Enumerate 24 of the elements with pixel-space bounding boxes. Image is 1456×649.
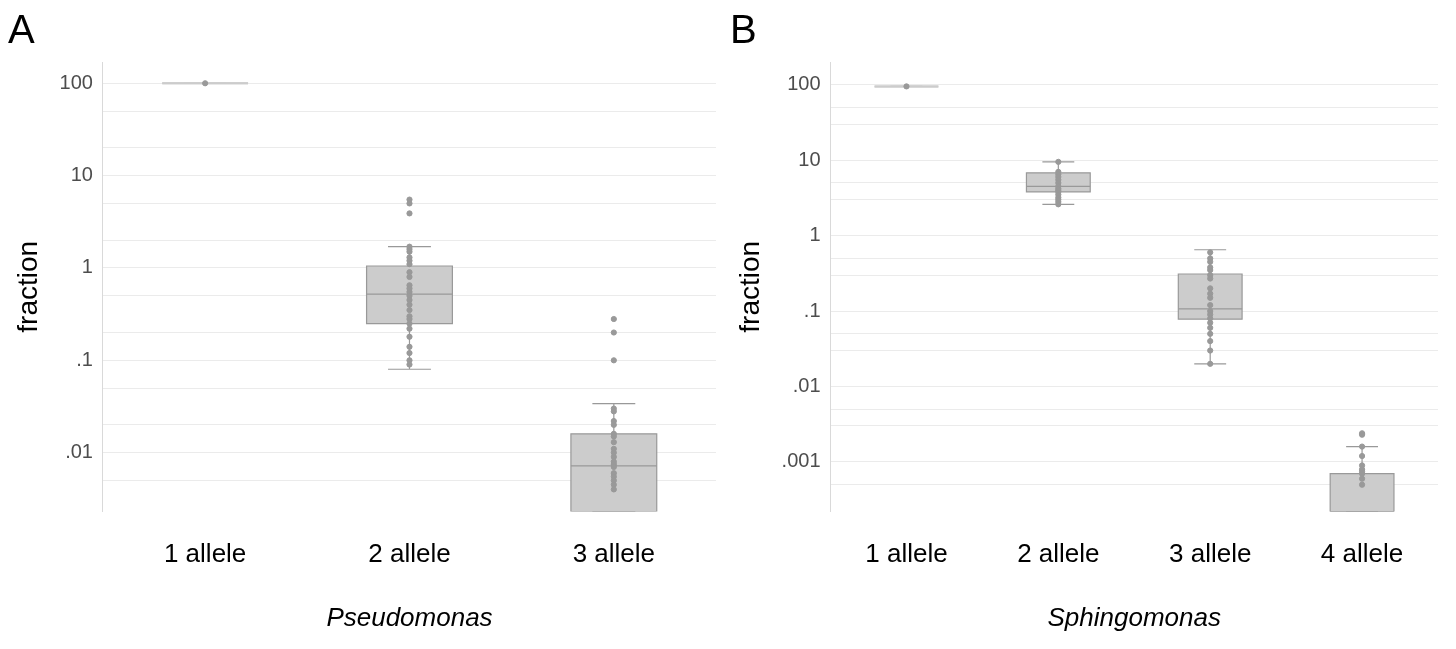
y-tick-label: .1 [76, 347, 93, 370]
y-tick-label: .01 [65, 440, 93, 463]
y-tick-label: .1 [803, 298, 821, 321]
y-tick-label: 1 [81, 255, 93, 278]
y-axis-title: fraction [11, 240, 43, 333]
x-tick-label: 1 allele [865, 538, 948, 569]
chart-title: A [8, 7, 35, 52]
y-tick-label: 10 [70, 163, 93, 186]
y-tick-label: 100 [59, 70, 93, 93]
y-tick-label: .001 [781, 449, 821, 472]
y-tick-label: 10 [798, 147, 821, 170]
y-axis-title: fraction [733, 240, 765, 333]
x-tick-label: 2 allele [368, 538, 451, 569]
y-tick-label: .01 [792, 374, 821, 397]
x-tick-label: 3 allele [572, 538, 656, 569]
x-axis-title: Sphingomonas [1047, 601, 1221, 632]
x-axis-title: Pseudomonas [326, 601, 493, 632]
y-tick-label: 1 [809, 223, 821, 246]
x-tick-label: 1 allele [163, 538, 247, 569]
y-tick-label: 100 [787, 72, 821, 95]
x-tick-label: 4 allele [1320, 538, 1404, 569]
x-tick-label: 2 allele [1017, 538, 1100, 569]
x-tick-label: 3 allele [1168, 538, 1252, 569]
chart-title: B [730, 7, 757, 52]
